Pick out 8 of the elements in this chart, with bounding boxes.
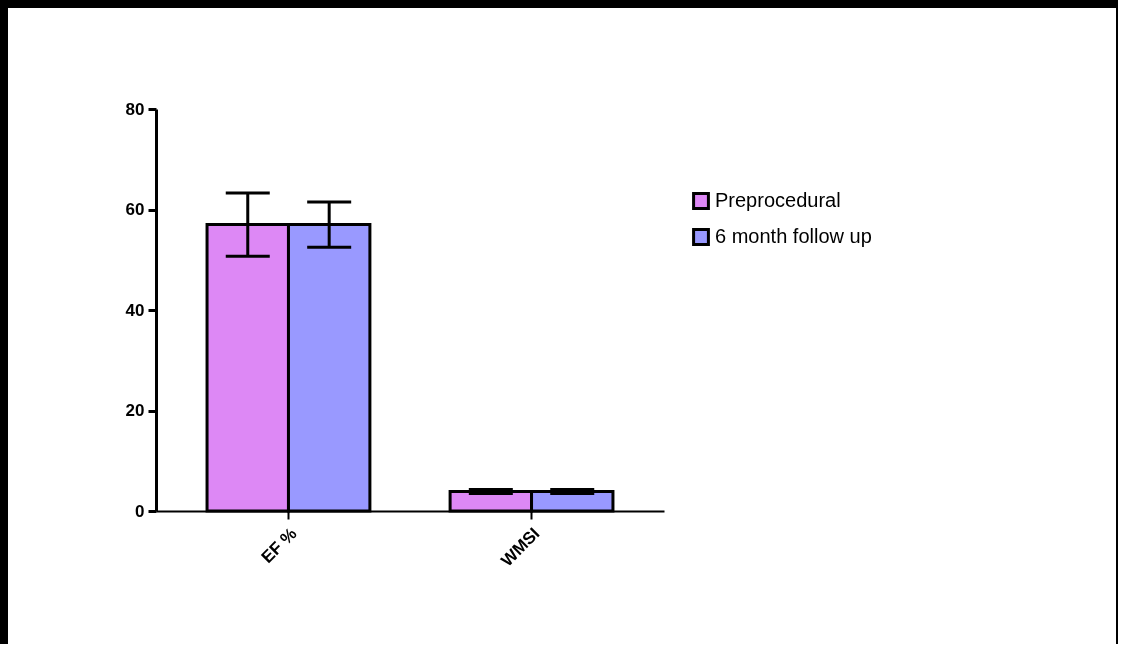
legend-label: Preprocedural (715, 189, 841, 211)
y-tick-label: 20 (125, 401, 145, 420)
y-tick-label: 60 (125, 200, 145, 219)
legend-label: 6 month follow up (715, 225, 872, 247)
y-tick-label: 0 (135, 501, 145, 521)
y-tick-label: 80 (125, 99, 145, 119)
y-tick-label: 40 (125, 300, 145, 320)
x-tick-label: EF % (257, 524, 301, 567)
